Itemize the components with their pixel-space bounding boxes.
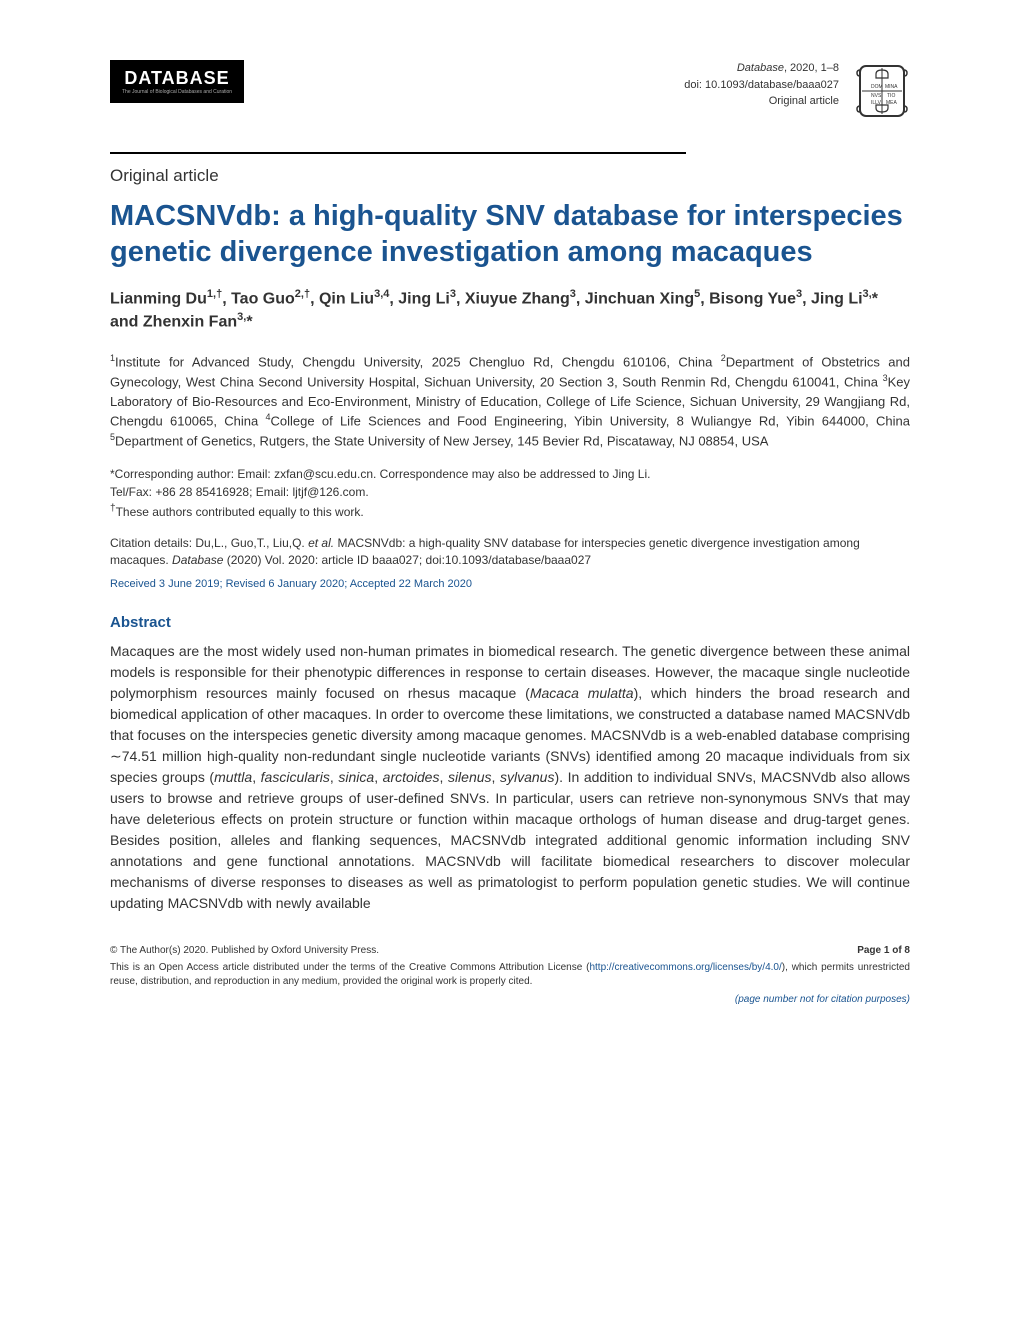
svg-text:MINA: MINA: [885, 84, 898, 90]
page-disclaimer: (page number not for citation purposes): [110, 993, 910, 1007]
journal-line: Database, 2020, 1–8: [684, 60, 839, 77]
database-logo: DATABASE The Journal of Biological Datab…: [110, 60, 244, 103]
abstract-text: Macaques are the most widely used non-hu…: [110, 641, 910, 914]
doi-line: doi: 10.1093/database/baaa027: [684, 77, 839, 94]
journal-name: Database: [737, 62, 784, 74]
logo-text: DATABASE: [124, 68, 229, 89]
divider-rule: [110, 152, 686, 154]
svg-text:DOM: DOM: [871, 84, 883, 90]
citation-details: Citation details: Du,L., Guo,T., Liu,Q. …: [110, 535, 910, 569]
logo-subtitle: The Journal of Biological Databases and …: [122, 89, 232, 95]
article-type-label: Original article: [110, 166, 910, 186]
authors-list: Lianming Du1,†, Tao Guo2,†, Qin Liu3,4, …: [110, 287, 910, 334]
header-bar: DATABASE The Journal of Biological Datab…: [110, 60, 910, 122]
license-text: This is an Open Access article distribut…: [110, 961, 910, 989]
corresponding-author: *Corresponding author: Email: zxfan@scu.…: [110, 465, 910, 521]
page-number: Page 1 of 8: [857, 944, 910, 958]
year-pages: , 2020, 1–8: [784, 62, 839, 74]
footer: © The Author(s) 2020. Published by Oxfor…: [110, 944, 910, 1007]
type-line: Original article: [684, 93, 839, 110]
abstract-heading: Abstract: [110, 614, 910, 631]
header-right: Database, 2020, 1–8 doi: 10.1093/databas…: [684, 60, 910, 122]
footer-line1: © The Author(s) 2020. Published by Oxfor…: [110, 944, 910, 958]
affiliations: 1Institute for Advanced Study, Chengdu U…: [110, 352, 910, 451]
open-access-badge: DOM MINA NVS TIO ILLV MEA: [854, 60, 910, 122]
publication-dates: Received 3 June 2019; Revised 6 January …: [110, 578, 910, 590]
meta-block: Database, 2020, 1–8 doi: 10.1093/databas…: [684, 60, 839, 110]
copyright-text: © The Author(s) 2020. Published by Oxfor…: [110, 944, 379, 958]
article-title: MACSNVdb: a high-quality SNV database fo…: [110, 198, 910, 271]
svg-text:TIO: TIO: [887, 93, 895, 99]
svg-text:NVS: NVS: [871, 93, 882, 99]
